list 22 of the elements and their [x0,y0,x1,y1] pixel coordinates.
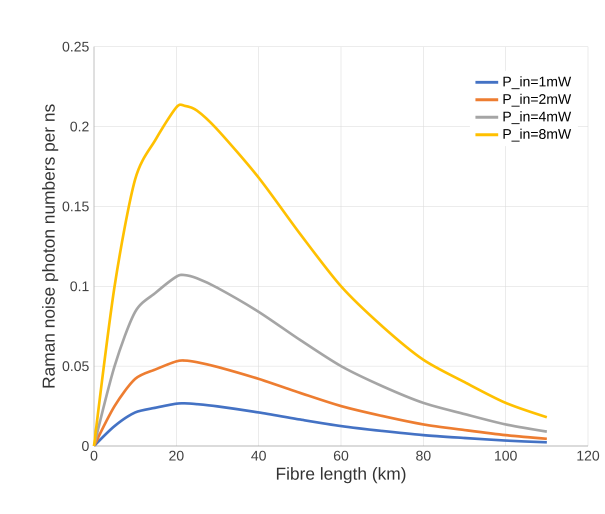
x-tick-label: 120 [577,450,600,461]
legend-label: P_in=8mW [503,128,572,142]
y-axis-title: Raman noise photon numbers per ns [42,104,58,388]
x-tick-label: 40 [251,450,266,461]
legend-label: P_in=1mW [503,76,572,90]
y-tick-label: 0.2 [70,122,89,132]
x-tick-label: 80 [416,450,431,461]
x-tick-label: 20 [169,450,184,461]
x-tick-label: 0 [90,450,98,461]
line-series [92,402,548,448]
legend-label: P_in=4mW [503,111,572,124]
line-series [92,359,548,448]
y-tick-label: 0.15 [62,201,89,212]
y-tick-label: 0.25 [62,42,89,52]
y-tick-label: 0.05 [62,361,89,372]
legend-label: P_in=2mW [503,94,572,107]
y-tick-label: 0 [82,441,89,451]
x-tick-label: 60 [334,450,348,461]
x-axis-title: Fibre length (km) [276,467,406,484]
y-tick-label: 0.1 [70,281,89,292]
line-series [92,274,548,448]
x-tick-label: 100 [495,450,517,461]
